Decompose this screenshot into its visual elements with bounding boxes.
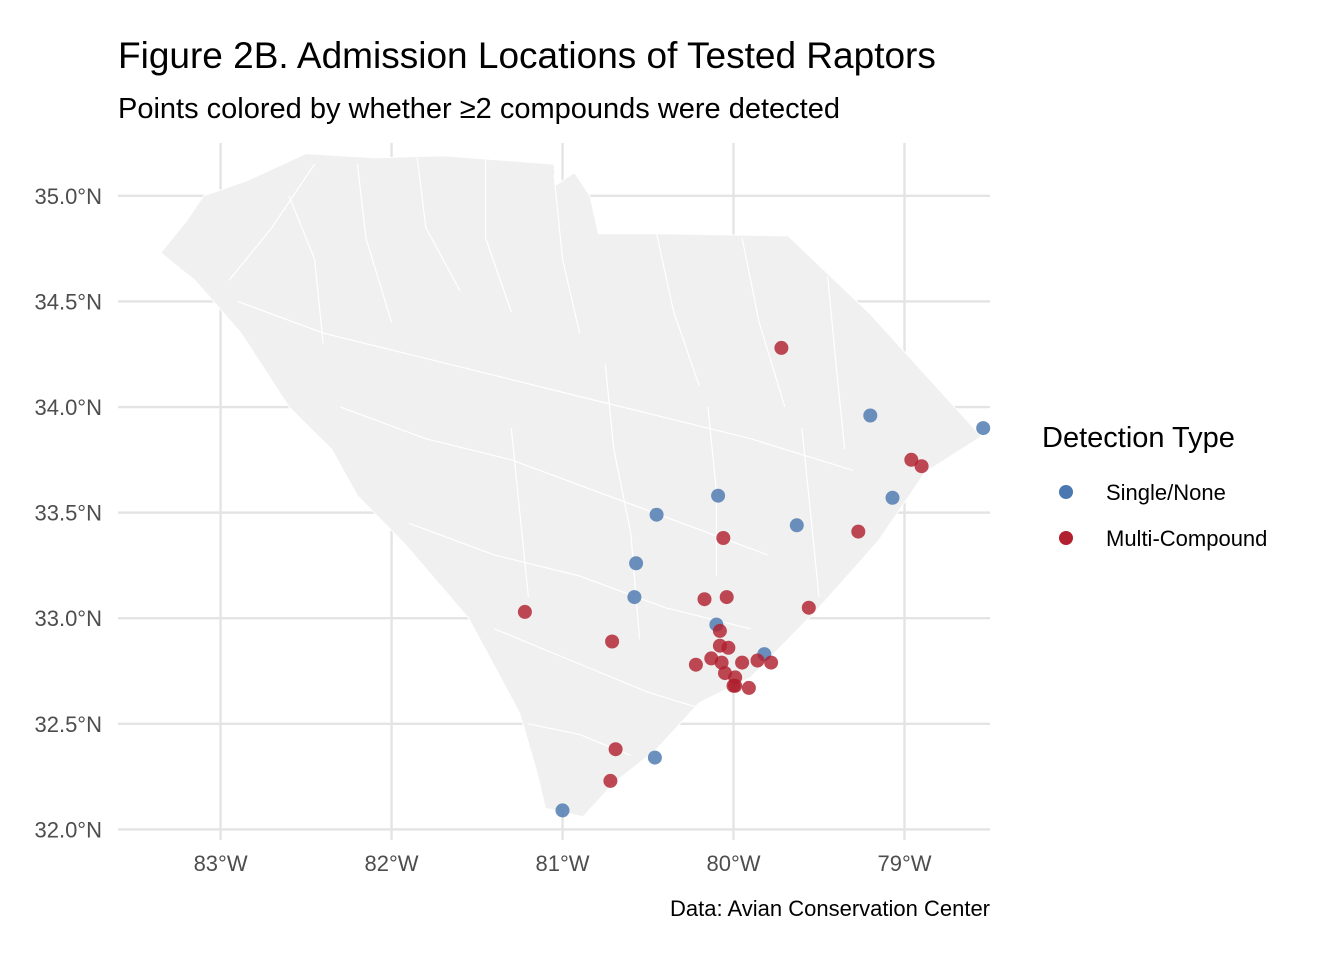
y-tick-label: 34.5°N bbox=[34, 289, 102, 314]
state-shape bbox=[159, 153, 983, 818]
point-multi bbox=[517, 604, 532, 619]
legend-title: Detection Type bbox=[1042, 422, 1235, 454]
county-line bbox=[741, 237, 786, 408]
figure-title: Figure 2B. Admission Locations of Tested… bbox=[118, 35, 936, 76]
point-multi bbox=[721, 640, 736, 655]
point-multi bbox=[914, 459, 929, 474]
point-multi bbox=[764, 655, 779, 670]
y-tick-label: 32.0°N bbox=[34, 817, 102, 842]
point-multi bbox=[688, 657, 703, 672]
county-line bbox=[801, 428, 820, 598]
county-line bbox=[228, 163, 316, 281]
county-line bbox=[485, 159, 512, 313]
point-multi bbox=[719, 590, 734, 605]
point-single bbox=[629, 556, 644, 571]
legend: Detection Type Single/None Multi-Compoun… bbox=[1042, 422, 1267, 551]
point-multi bbox=[714, 655, 729, 670]
point-multi bbox=[851, 524, 866, 539]
x-tick-label: 80°W bbox=[707, 851, 761, 876]
point-single bbox=[555, 803, 570, 818]
county-line bbox=[408, 522, 751, 630]
x-tick-label: 82°W bbox=[365, 851, 419, 876]
point-single bbox=[711, 488, 726, 503]
point-single bbox=[976, 421, 991, 436]
county-line bbox=[827, 276, 846, 450]
point-multi bbox=[801, 600, 816, 615]
point-single bbox=[885, 490, 900, 505]
y-axis-ticks: 32.0°N 32.5°N 33.0°N 33.5°N 34.0°N 34.5°N 35.0… bbox=[34, 184, 102, 843]
point-multi bbox=[712, 623, 727, 638]
point-multi bbox=[728, 678, 743, 693]
county-line bbox=[288, 195, 324, 344]
point-multi bbox=[735, 655, 750, 670]
point-single bbox=[649, 507, 664, 522]
point-single bbox=[647, 750, 662, 765]
y-tick-label: 34.0°N bbox=[34, 395, 102, 420]
point-multi bbox=[608, 742, 623, 757]
point-single bbox=[789, 518, 804, 533]
state-outline-group bbox=[159, 153, 983, 818]
point-multi bbox=[750, 653, 765, 668]
county-line bbox=[340, 406, 768, 556]
point-multi bbox=[605, 634, 620, 649]
county-line bbox=[656, 233, 700, 387]
legend-key-single bbox=[1059, 485, 1073, 499]
legend-label-single: Single/None bbox=[1106, 480, 1226, 505]
point-multi bbox=[697, 592, 712, 607]
county-line bbox=[510, 428, 529, 598]
x-tick-label: 83°W bbox=[194, 851, 248, 876]
county-line bbox=[604, 364, 641, 640]
y-tick-label: 32.5°N bbox=[34, 712, 102, 737]
county-boundaries bbox=[228, 157, 854, 757]
point-multi bbox=[741, 680, 756, 695]
county-line bbox=[237, 300, 854, 471]
x-axis-ticks: 83°W 82°W 81°W 80°W 79°W bbox=[194, 851, 932, 876]
legend-label-multi: Multi-Compound bbox=[1106, 526, 1267, 551]
point-multi bbox=[603, 773, 618, 788]
point-multi bbox=[904, 452, 919, 467]
y-tick-label: 33.5°N bbox=[34, 501, 102, 526]
county-line bbox=[553, 174, 581, 334]
county-line bbox=[493, 628, 717, 714]
caption: Data: Avian Conservation Center bbox=[670, 896, 990, 921]
x-tick-label: 79°W bbox=[877, 851, 931, 876]
data-points bbox=[517, 340, 991, 818]
point-single bbox=[627, 590, 642, 605]
legend-key-multi bbox=[1059, 531, 1073, 545]
y-tick-label: 33.0°N bbox=[34, 606, 102, 631]
county-line bbox=[416, 157, 461, 292]
x-tick-label: 81°W bbox=[536, 851, 590, 876]
county-line bbox=[356, 164, 393, 323]
point-single bbox=[863, 408, 878, 423]
point-multi bbox=[774, 340, 789, 355]
figure-subtitle: Points colored by whether ≥2 compounds w… bbox=[118, 93, 840, 125]
y-tick-label: 35.0°N bbox=[34, 184, 102, 209]
point-multi bbox=[716, 531, 731, 545]
